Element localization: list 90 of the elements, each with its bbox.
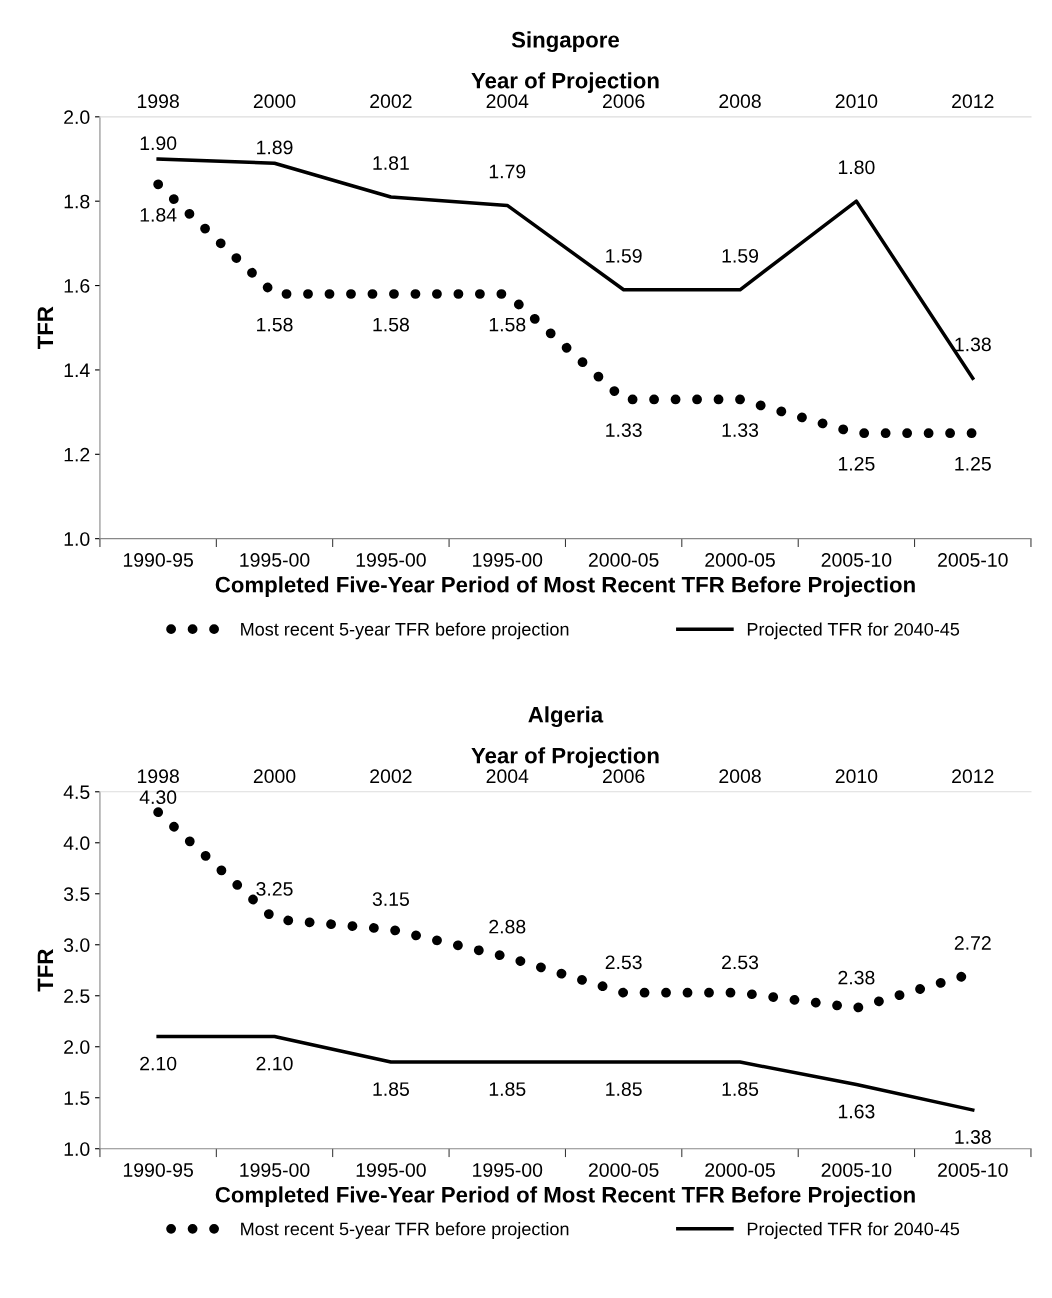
data-label: 1.63 [838, 1104, 875, 1119]
x2-tick-label: 2002 [370, 94, 412, 109]
x-tick-label: 1995-00 [356, 1163, 426, 1177]
x-axis-title: Completed Five-Year Period of Most Recent TFR Before Projection [215, 576, 915, 597]
y-tick-label: 2.5 [64, 989, 90, 1003]
y-tick-label: 2.0 [64, 1040, 90, 1054]
legend-label: Most recent 5-year TFR before projection [241, 622, 569, 640]
data-label: 1.59 [606, 248, 642, 263]
data-label: 3.15 [372, 892, 409, 906]
x-axis-title: Completed Five-Year Period of Most Recent TFR Before Projection [215, 1186, 915, 1208]
data-label: 1.33 [606, 423, 642, 437]
x2-tick-label: 2006 [602, 94, 645, 109]
y-tick-label: 3.0 [63, 938, 90, 952]
chart-title: Algeria [528, 706, 604, 728]
x-tick-label: 2005-10 [938, 553, 1008, 567]
x-tick-label: 2005-10 [821, 553, 892, 567]
x2-tick-label: 2006 [602, 769, 645, 784]
data-label: 4.30 [139, 790, 177, 805]
data-label: 1.33 [722, 423, 759, 437]
x-tick-label: 1995-00 [356, 553, 426, 567]
x2-tick-label: 2010 [835, 94, 878, 109]
x2-tick-label: 2000 [253, 769, 296, 784]
data-label: 1.25 [838, 456, 875, 471]
y-tick-label: 1.6 [64, 279, 90, 293]
y-tick-label: 1.4 [64, 363, 90, 377]
x-tick-label: 2000-05 [588, 553, 659, 567]
x-tick-label: 1990-95 [123, 1163, 193, 1177]
x-tick-label: 2000-05 [705, 1163, 775, 1177]
y-tick-label: 2.0 [64, 110, 90, 125]
legend-label: Projected TFR for 2040-45 [747, 622, 960, 640]
x2-tick-label: 2010 [835, 769, 878, 784]
data-label: 1.85 [373, 1082, 409, 1096]
data-label: 2.53 [722, 955, 759, 970]
x-tick-label: 1990-95 [123, 553, 193, 567]
legend-label: Projected TFR for 2040-45 [747, 1222, 960, 1239]
x-tick-label: 2000-05 [588, 1163, 659, 1177]
x-tick-label: 2005-10 [821, 1163, 892, 1177]
x-tick-label: 1995-00 [240, 1163, 310, 1177]
y-axis-title: TFR [37, 949, 54, 992]
data-label: 3.25 [256, 882, 293, 896]
data-label: 2.53 [605, 955, 642, 970]
x2-tick-label: 2008 [719, 769, 761, 784]
y-tick-label: 1.0 [64, 1142, 90, 1156]
y-tick-label: 4.0 [63, 836, 90, 851]
y-axis-title: TFR [37, 306, 54, 350]
x2-tick-label: 2012 [952, 769, 994, 784]
x2-tick-label: 2008 [719, 94, 761, 109]
x2-tick-label: 1998 [137, 769, 179, 784]
chart-title: Singapore [511, 31, 620, 53]
data-label: 1.79 [489, 164, 526, 179]
x2-tick-label: 1998 [137, 94, 179, 109]
data-label: 1.90 [140, 136, 177, 151]
data-label: 1.58 [257, 317, 293, 332]
x2-tick-label: 2004 [486, 94, 529, 109]
data-label: 1.84 [140, 208, 177, 222]
y-tick-label: 1.5 [64, 1091, 90, 1105]
x-tick-label: 1995-00 [240, 553, 310, 567]
y-tick-label: 1.8 [64, 194, 90, 209]
x2-tick-label: 2002 [370, 769, 412, 784]
x2-axis-title: Year of Projection [471, 72, 659, 93]
data-label: 1.80 [838, 160, 875, 175]
x2-tick-label: 2004 [486, 769, 529, 784]
data-label: 2.10 [256, 1056, 293, 1071]
x-tick-label: 1995-00 [473, 1163, 543, 1177]
data-label: 1.38 [955, 1130, 991, 1144]
x-tick-label: 1995-00 [473, 553, 543, 567]
data-label: 2.88 [489, 919, 526, 934]
data-label: 2.38 [838, 970, 875, 985]
data-label: 1.58 [489, 317, 526, 332]
data-label: 2.10 [140, 1056, 177, 1071]
data-label: 1.89 [257, 140, 293, 155]
legend-label: Most recent 5-year TFR before projection [241, 1222, 569, 1239]
x2-tick-label: 2000 [253, 94, 296, 109]
data-label: 1.25 [955, 456, 991, 471]
x-tick-label: 2000-05 [705, 553, 775, 567]
data-label: 1.85 [489, 1082, 526, 1096]
data-label: 1.38 [955, 337, 991, 352]
y-tick-label: 3.5 [63, 887, 90, 901]
x-tick-label: 2005-10 [938, 1163, 1008, 1177]
data-label: 1.59 [722, 248, 759, 263]
data-label: 1.85 [606, 1082, 642, 1096]
y-tick-label: 1.0 [64, 532, 90, 546]
y-tick-label: 1.2 [64, 447, 90, 462]
data-label: 2.72 [954, 936, 991, 950]
data-label: 1.85 [722, 1082, 759, 1096]
x2-axis-title: Year of Projection [471, 747, 659, 768]
data-label: 1.81 [373, 156, 409, 170]
y-tick-label: 4.5 [63, 785, 90, 800]
x2-tick-label: 2012 [952, 94, 994, 109]
data-label: 1.58 [373, 317, 409, 332]
